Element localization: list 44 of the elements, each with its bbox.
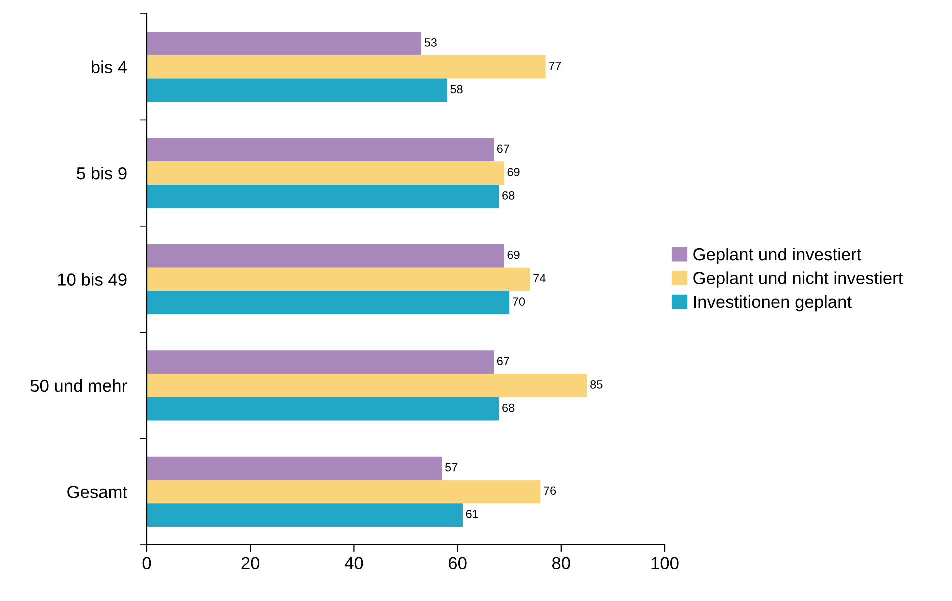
data-label: 68 [502, 404, 515, 412]
y-tick-label: 50 und mehr [30, 379, 128, 392]
data-label: 70 [512, 298, 526, 306]
data-label: 69 [508, 168, 520, 176]
bar [147, 480, 541, 504]
legend-label: Investitionen geplant [694, 295, 852, 312]
bar [147, 504, 463, 527]
legend-label: Geplant und investiert [694, 248, 862, 264]
bar [147, 291, 510, 315]
data-label: 67 [497, 144, 510, 154]
x-tick-label: 100 [652, 557, 679, 570]
x-tick-label: 80 [552, 557, 570, 570]
y-tick-label: 10 bis 49 [58, 273, 127, 286]
bar [147, 350, 494, 374]
data-label: 85 [590, 380, 603, 389]
data-label: 77 [549, 62, 562, 70]
y-tick-label: bis 4 [92, 60, 128, 74]
bar [147, 244, 504, 268]
bar [147, 397, 500, 421]
legend-label: Geplant und nicht investiert [694, 272, 904, 288]
data-label: 69 [508, 250, 520, 260]
bar [147, 162, 504, 185]
bar [147, 268, 530, 292]
bar [147, 184, 500, 208]
bar [147, 32, 422, 56]
data-label: 53 [424, 38, 437, 47]
x-tick-label: 60 [449, 557, 467, 570]
bar [147, 138, 494, 162]
x-tick-label: 0 [142, 557, 152, 570]
data-label: 61 [466, 510, 478, 518]
y-tick-label: 5 bis 9 [77, 167, 127, 180]
bar [147, 456, 442, 480]
y-tick-label: Gesamt [68, 486, 128, 498]
bar [147, 374, 588, 398]
data-label: 67 [497, 357, 510, 366]
data-label: 76 [544, 486, 556, 496]
data-label: 68 [502, 191, 515, 200]
data-label: 57 [446, 463, 458, 472]
x-tick-label: 40 [344, 557, 364, 570]
x-tick-label: 20 [242, 557, 260, 570]
bar [147, 78, 448, 102]
data-label: 74 [534, 274, 546, 283]
data-label: 58 [450, 85, 463, 94]
bar [147, 55, 546, 79]
